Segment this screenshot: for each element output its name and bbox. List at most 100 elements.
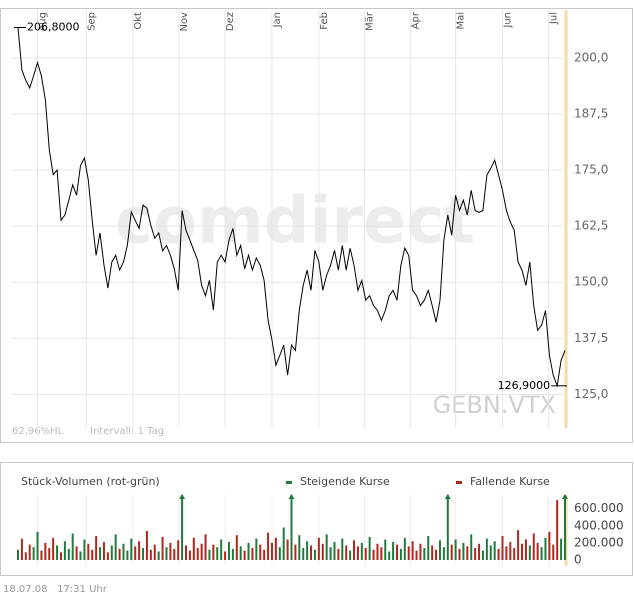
volume-bar	[216, 547, 219, 560]
volume-bar	[48, 548, 51, 560]
volume-bar	[130, 538, 133, 560]
volume-bar	[470, 534, 473, 560]
volume-bar	[95, 536, 98, 560]
volume-bar	[454, 539, 457, 560]
volume-bar	[399, 548, 402, 560]
volume-bar	[220, 539, 223, 560]
volume-bar	[259, 544, 262, 560]
volume-bar	[321, 543, 324, 560]
legend-label: Steigende Kurse	[300, 475, 390, 488]
volume-bar	[388, 551, 391, 560]
volume-panel	[0, 462, 633, 576]
volume-bar	[17, 549, 19, 560]
volume-bar	[20, 538, 23, 560]
volume-bar	[532, 533, 535, 560]
range-note: 62,96%HL	[12, 426, 64, 437]
volume-bar	[196, 548, 199, 560]
volume-bar	[497, 548, 500, 560]
footer: 18.07.08 17:31 Uhr	[3, 584, 108, 595]
volume-bar	[349, 550, 352, 560]
volume-bar	[392, 542, 395, 560]
volume-bar	[267, 532, 270, 560]
volume-bar	[40, 550, 43, 560]
volume-bar	[337, 548, 340, 560]
volume-bar	[99, 547, 102, 560]
volume-bar	[28, 544, 31, 560]
volume-bar	[278, 547, 281, 560]
y-tick-label: 162,5	[574, 219, 608, 233]
volume-bar	[36, 531, 39, 560]
volume-bar	[341, 538, 344, 560]
volume-bar	[71, 533, 74, 560]
volume-bar	[106, 552, 109, 560]
volume-bar	[212, 544, 215, 560]
volume-bar	[524, 539, 527, 560]
volume-bar	[446, 495, 449, 560]
volume-bar	[435, 549, 438, 560]
volume-bar	[56, 545, 59, 560]
x-tick-label: Dez	[225, 12, 236, 31]
volume-bar	[126, 550, 129, 560]
volume-bar	[540, 547, 543, 560]
volume-bar	[208, 549, 211, 560]
volume-bar	[415, 550, 418, 560]
volume-bar	[122, 543, 125, 560]
volume-bar	[564, 495, 566, 560]
y-tick-label: 125,0	[574, 387, 608, 401]
volume-bar	[333, 542, 336, 560]
volume-bar	[185, 545, 188, 560]
volume-bar	[364, 548, 367, 560]
volume-bar	[24, 552, 27, 560]
volume-bar	[360, 542, 363, 560]
volume-bar	[411, 541, 414, 560]
volume-bar	[235, 535, 238, 560]
volume-bar	[544, 537, 547, 560]
y-tick-label: 200,0	[574, 50, 608, 64]
x-tick-label: Apr	[411, 11, 422, 29]
volume-bar	[505, 546, 508, 560]
volume-bar	[149, 549, 152, 560]
x-tick-label: Jul	[549, 12, 560, 25]
y-tick-label: 187,5	[574, 107, 608, 121]
volume-bar	[79, 551, 82, 560]
volume-bar	[32, 547, 35, 560]
volume-bar	[556, 500, 559, 560]
volume-bar	[395, 544, 398, 560]
volume-bar	[118, 548, 121, 560]
y-tick-label: 400.000	[574, 518, 624, 532]
volume-bar	[44, 542, 47, 560]
volume-bar	[224, 551, 227, 560]
overflow-arrow	[562, 494, 568, 499]
volume-bar	[419, 543, 422, 560]
volume-bar	[59, 552, 62, 560]
volume-bar	[75, 546, 78, 560]
volume-bar	[63, 541, 66, 560]
overflow-arrow	[179, 494, 186, 499]
volume-bar	[353, 540, 356, 560]
interval-note: Intervall: 1 Tag	[90, 426, 164, 437]
volume-bar	[528, 545, 531, 560]
volume-bar	[313, 549, 316, 560]
volume-bar	[161, 536, 164, 560]
volume-bar	[474, 548, 477, 560]
x-tick-label: Okt	[133, 12, 144, 30]
volume-bar	[466, 546, 469, 560]
overflow-arrow	[444, 494, 451, 499]
volume-bar	[384, 539, 387, 560]
volume-bar	[52, 537, 55, 560]
x-tick-label: Jan	[272, 12, 283, 28]
y-tick-label: 600.000	[574, 501, 624, 515]
volume-bar	[509, 542, 512, 560]
x-tick-label: Jun	[502, 12, 513, 29]
volume-title: Stück-Volumen (rot-grün)	[21, 475, 160, 488]
volume-bar	[255, 538, 258, 560]
volume-bar	[134, 546, 137, 560]
y-tick-label: 175,0	[574, 163, 608, 177]
volume-bar	[247, 542, 250, 560]
volume-bar	[192, 537, 195, 560]
symbol-label: GEBN.VTX	[433, 391, 556, 419]
volume-bar	[251, 548, 254, 560]
volume-bar	[91, 549, 94, 560]
y-tick-label: 150,0	[574, 275, 608, 289]
